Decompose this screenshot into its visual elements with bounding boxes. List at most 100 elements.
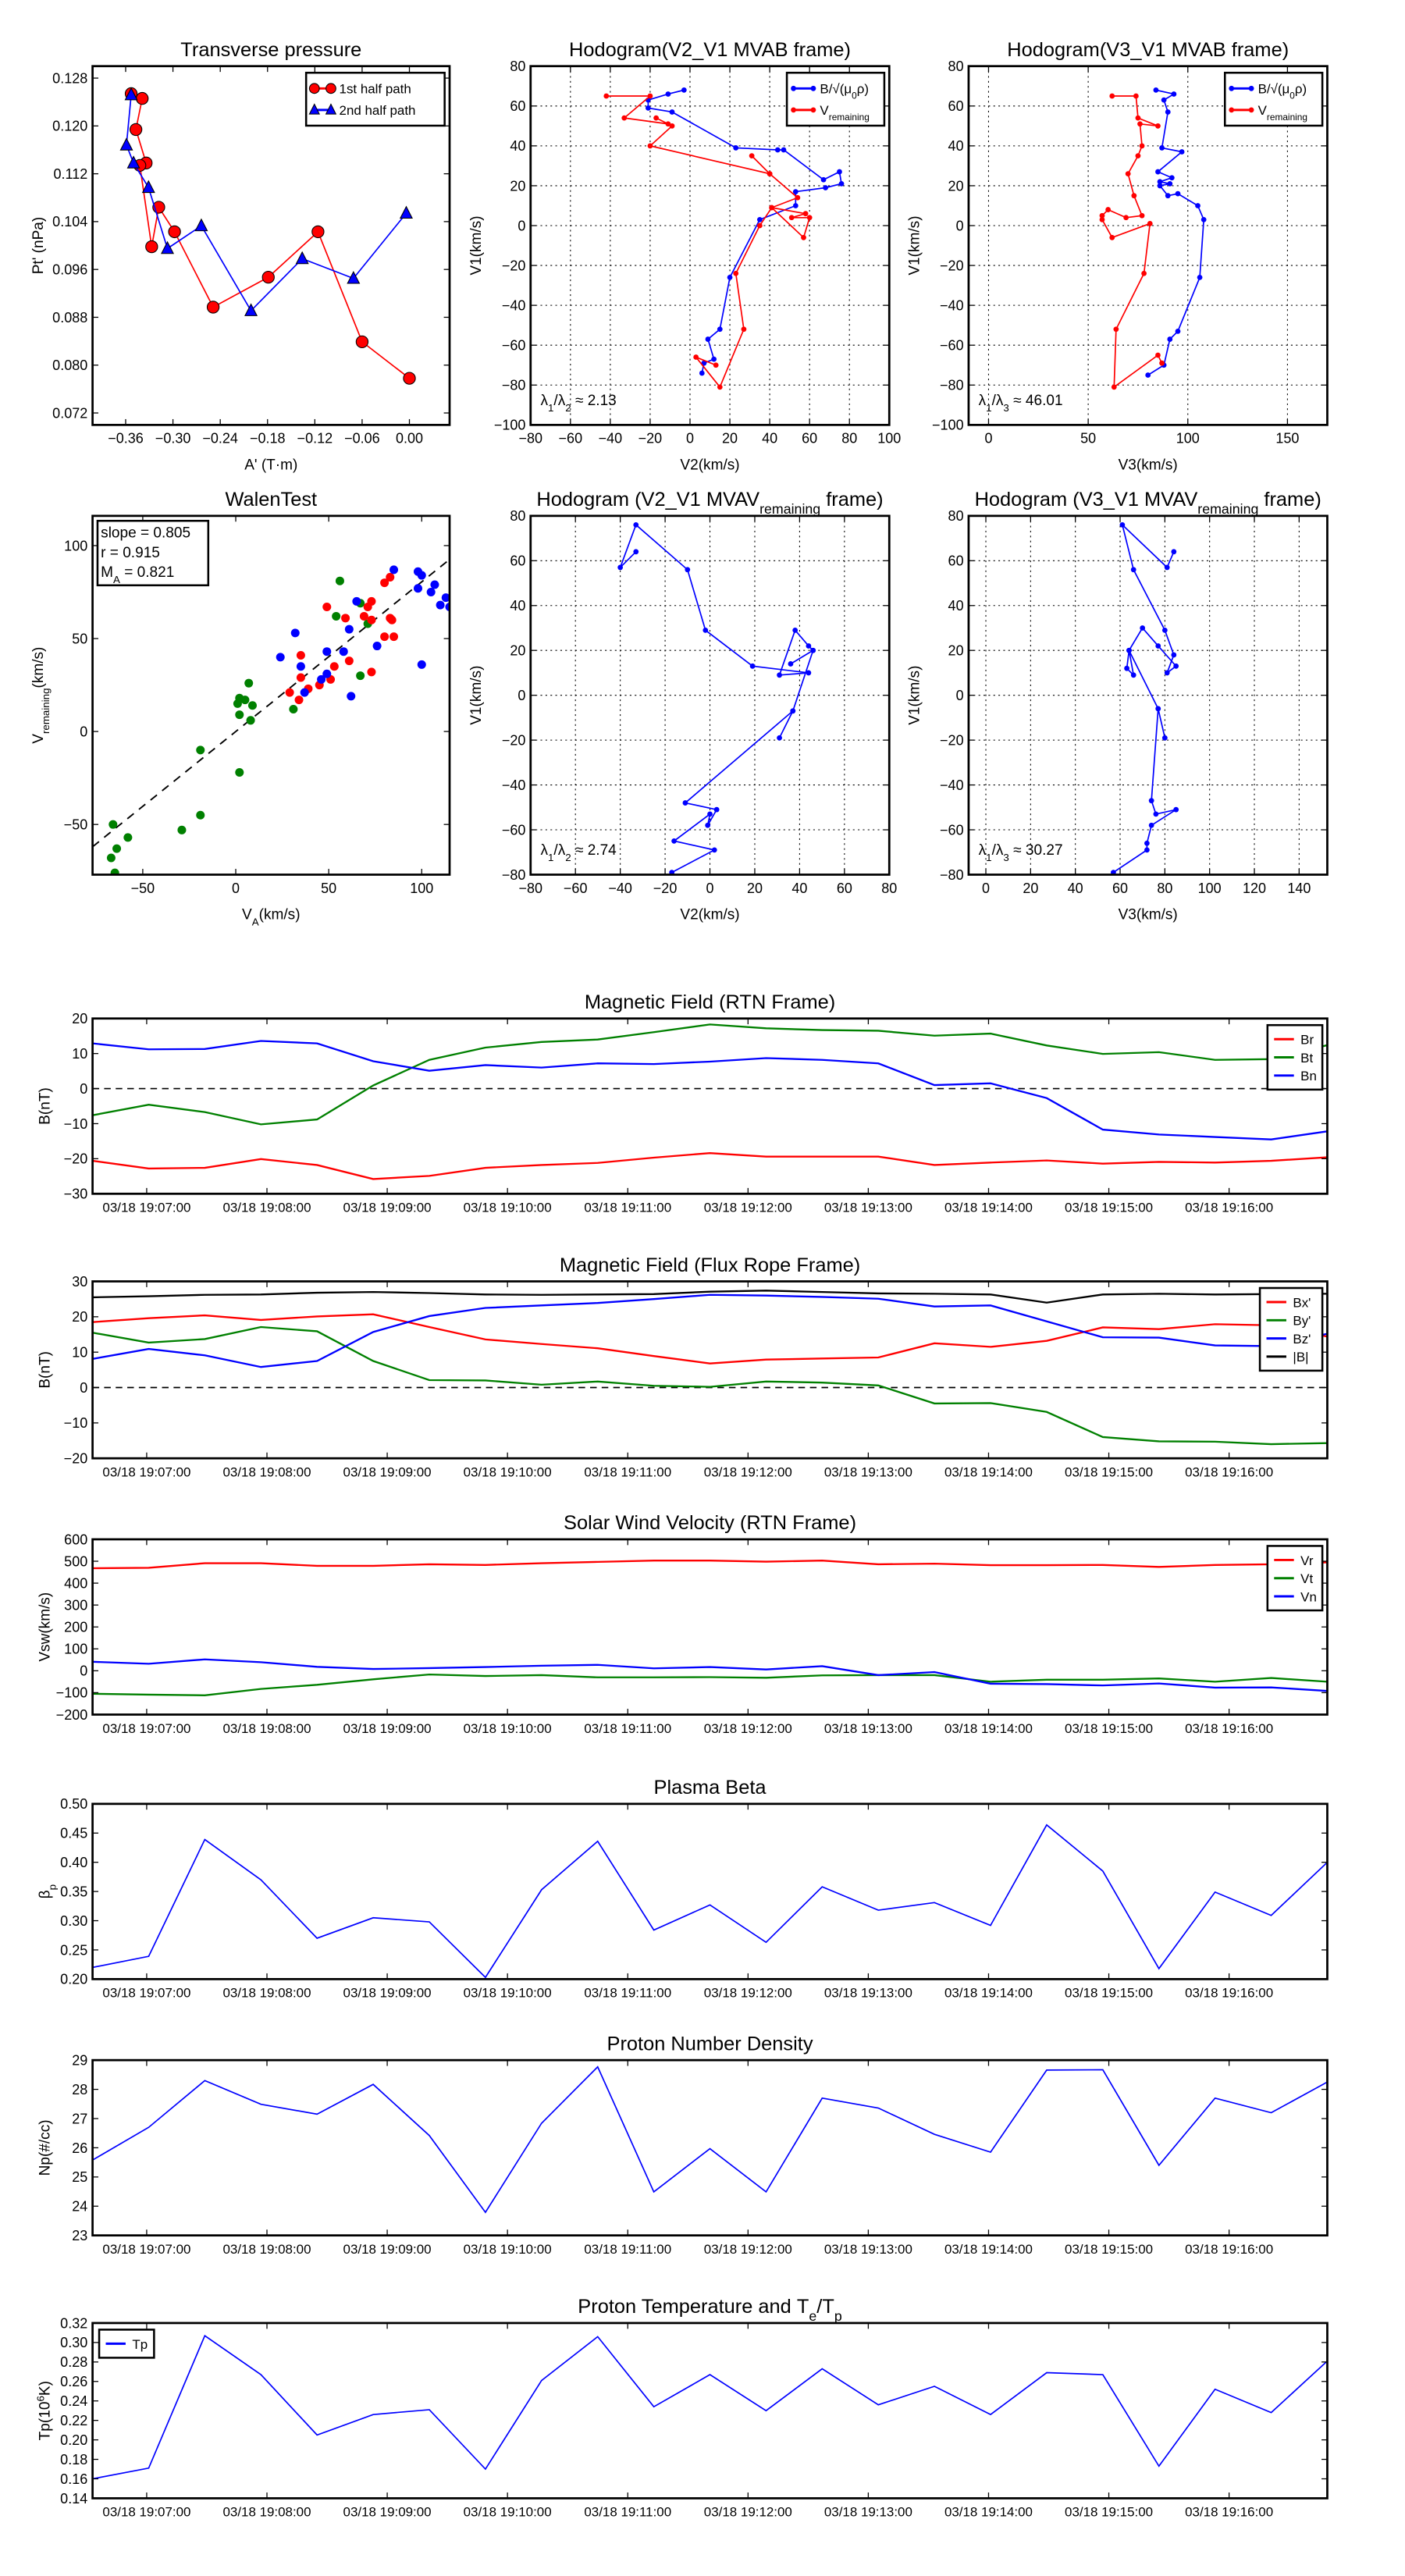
data-point bbox=[705, 336, 711, 342]
y-tick-label: 0.096 bbox=[52, 262, 87, 278]
x-tick-label: 03/18 19:11:00 bbox=[584, 1201, 671, 1215]
x-tick-label: 03/18 19:13:00 bbox=[824, 2242, 912, 2257]
series-line bbox=[92, 1040, 1328, 1140]
y-axis-label: V1(km/s) bbox=[906, 666, 923, 725]
data-point bbox=[1167, 336, 1173, 342]
legend: 1st half path 2nd half path bbox=[304, 71, 446, 127]
label-part: ρ) bbox=[857, 82, 869, 97]
legend-label: Bx' bbox=[1293, 1295, 1311, 1310]
x-tick-label: 40 bbox=[762, 431, 777, 447]
x-tick-label: 03/18 19:15:00 bbox=[1065, 2505, 1153, 2520]
series-line bbox=[92, 1313, 1328, 1364]
scatter-point bbox=[389, 565, 399, 575]
data-point bbox=[733, 270, 739, 276]
legend-label: Vremaining bbox=[1258, 103, 1307, 123]
legend-label: Vt bbox=[1300, 1571, 1313, 1586]
legend: Vr Vt Vn bbox=[1266, 1545, 1324, 1612]
label-part: 1 bbox=[986, 401, 991, 413]
y-tick-label: 80 bbox=[510, 508, 525, 524]
legend-entry: Tp bbox=[105, 2337, 148, 2352]
data-point bbox=[1165, 193, 1171, 199]
y-tick-label: 10 bbox=[72, 1345, 87, 1361]
data-point bbox=[617, 564, 624, 571]
y-tick-label: −10 bbox=[64, 1415, 88, 1431]
scatter-point bbox=[112, 844, 122, 853]
stats-line: MA = 0.821 bbox=[101, 564, 174, 585]
y-axis-label: Vsw(km/s) bbox=[37, 1592, 54, 1662]
scatter-point bbox=[177, 825, 187, 834]
y-tick-label: −80 bbox=[502, 378, 526, 393]
data-point bbox=[194, 218, 208, 232]
label-part: A bbox=[252, 916, 259, 927]
data-point bbox=[206, 301, 220, 314]
x-tick-label: 03/18 19:13:00 bbox=[824, 1464, 912, 1479]
x-tick-label: 03/18 19:15:00 bbox=[1065, 1721, 1153, 1736]
data-point bbox=[1113, 326, 1119, 333]
legend-label: Tp bbox=[132, 2337, 148, 2352]
data-point bbox=[788, 215, 795, 221]
x-tick-label: 100 bbox=[877, 431, 901, 447]
x-tick-label: 03/18 19:15:00 bbox=[1065, 1201, 1153, 1215]
legend-entry: Br bbox=[1274, 1033, 1314, 1048]
series-series0 bbox=[1111, 521, 1179, 875]
data-point bbox=[1144, 840, 1150, 846]
data-point bbox=[711, 356, 717, 362]
x-tick-label: 03/18 19:14:00 bbox=[944, 2242, 1033, 2257]
legend: B/√(μ0ρ) Vremaining bbox=[1223, 71, 1324, 127]
scatter-point bbox=[296, 650, 305, 660]
data-point bbox=[1175, 328, 1181, 334]
legend-marker bbox=[325, 83, 336, 94]
x-tick-label: 60 bbox=[802, 431, 817, 447]
scatter-point bbox=[335, 576, 344, 585]
data-point bbox=[1153, 87, 1159, 93]
label-part: β bbox=[37, 1890, 54, 1898]
data-point bbox=[1171, 549, 1177, 555]
x-tick-label: 40 bbox=[791, 881, 807, 896]
data-point bbox=[633, 549, 639, 555]
label-part: slope = 0.805 bbox=[101, 525, 190, 541]
scatter-point bbox=[246, 716, 255, 725]
scatter-point bbox=[356, 671, 365, 681]
data-point bbox=[1155, 643, 1161, 649]
data-point bbox=[1171, 652, 1177, 658]
y-tick-label: 0 bbox=[518, 218, 525, 233]
series-series0 bbox=[106, 576, 372, 875]
y-tick-label: 0.45 bbox=[60, 1826, 87, 1841]
y-tick-label: 0.072 bbox=[52, 405, 87, 421]
data-point bbox=[1157, 179, 1163, 185]
data-point bbox=[1135, 115, 1141, 121]
x-axis-label: V3(km/s) bbox=[1119, 907, 1178, 923]
x-tick-label: 20 bbox=[1023, 881, 1038, 896]
x-tick-label: −20 bbox=[653, 881, 678, 896]
x-tick-label: 03/18 19:15:00 bbox=[1065, 2242, 1153, 2257]
x-tick-label: 20 bbox=[747, 881, 763, 896]
label-part: A bbox=[113, 574, 120, 585]
y-tick-label: 0.112 bbox=[54, 166, 88, 182]
data-point bbox=[145, 240, 158, 254]
label-part: remaining bbox=[1267, 112, 1307, 123]
y-tick-label: 20 bbox=[948, 178, 964, 194]
data-point bbox=[355, 335, 369, 349]
y-tick-label: 0.26 bbox=[60, 2374, 87, 2389]
x-tick-label: 03/18 19:07:00 bbox=[102, 1464, 190, 1479]
data-point bbox=[1144, 847, 1150, 853]
data-point bbox=[1137, 121, 1143, 127]
y-tick-label: 0.25 bbox=[60, 1942, 87, 1958]
series-2ndhalfpath bbox=[119, 87, 413, 316]
x-tick-label: 03/18 19:09:00 bbox=[343, 1201, 432, 1215]
data-point bbox=[685, 567, 691, 573]
data-point bbox=[713, 362, 719, 368]
data-point bbox=[1161, 627, 1168, 633]
x-tick-label: 03/18 19:16:00 bbox=[1185, 2505, 1273, 2520]
data-point bbox=[1123, 215, 1129, 221]
series-bt bbox=[92, 1023, 1328, 1126]
data-point bbox=[802, 211, 809, 217]
x-axis-label: A' (T·m) bbox=[244, 457, 297, 474]
scatter-point bbox=[233, 699, 242, 708]
plot-area bbox=[92, 1281, 1328, 1459]
data-point bbox=[1148, 822, 1154, 828]
y-tick-label: 40 bbox=[948, 138, 964, 154]
plot-area bbox=[92, 1018, 1328, 1194]
scatter-point bbox=[367, 615, 376, 624]
scatter-point bbox=[244, 678, 254, 688]
